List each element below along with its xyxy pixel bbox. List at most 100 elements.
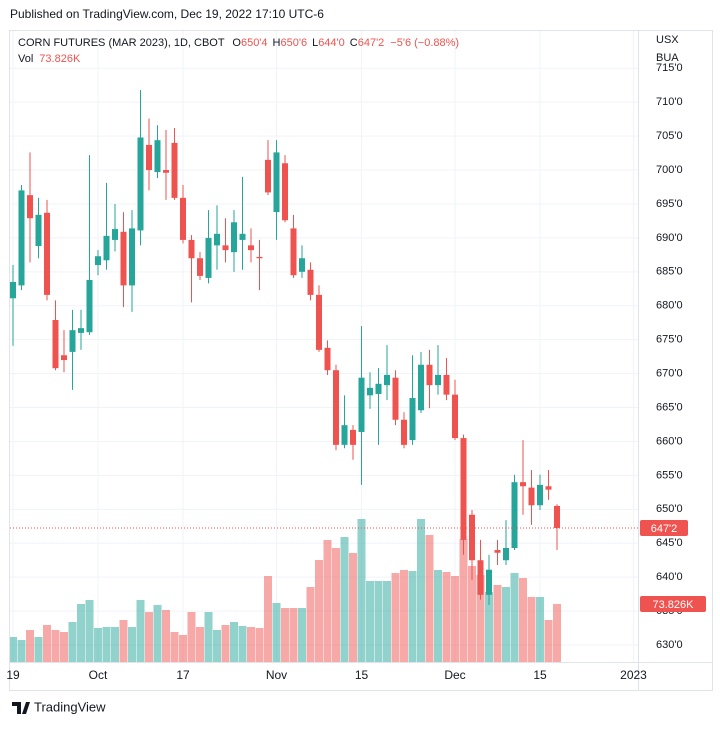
volume-bar <box>306 587 315 662</box>
volume-bar <box>442 572 451 662</box>
candle-body <box>469 514 475 561</box>
volume-bar <box>366 581 374 662</box>
candle-body <box>265 159 271 193</box>
volume-bar <box>85 600 94 662</box>
volume-bar <box>26 630 34 662</box>
candle-body <box>401 419 407 445</box>
candle-body <box>35 214 42 247</box>
volume-bar <box>323 540 332 662</box>
volume-badge <box>640 595 706 612</box>
x-tick-label: 15 <box>355 668 369 682</box>
candle-body <box>103 235 110 261</box>
volume-layer <box>10 519 561 662</box>
volume-bar <box>204 612 213 662</box>
y-tick-label: 640'0 <box>656 571 683 583</box>
volume-bar <box>340 537 349 662</box>
candle-body <box>86 279 93 333</box>
y-tick-label: 695'0 <box>656 198 683 210</box>
y-tick-label: 705'0 <box>656 130 683 142</box>
candle-body <box>282 163 288 221</box>
candle-body <box>44 212 50 295</box>
x-tick-label: Oct <box>89 668 108 682</box>
y-tick-label: 685'0 <box>656 266 683 278</box>
candle-body <box>350 429 356 445</box>
candle-body <box>214 233 220 246</box>
candle-body <box>358 377 365 432</box>
published-note: Published on TradingView.com, Dec 19, 20… <box>10 7 324 21</box>
candle-body <box>52 320 59 369</box>
volume-bar <box>145 612 153 662</box>
ohlc-name: H <box>273 37 281 49</box>
ohlc-value: 650'4 <box>241 37 268 49</box>
unit: BUA <box>656 52 679 64</box>
volume-bar <box>196 627 204 662</box>
candle-body <box>18 190 25 286</box>
candle-body <box>545 486 552 490</box>
volume-bar <box>408 571 417 662</box>
volume-bar <box>94 628 102 662</box>
candle-body <box>494 550 501 553</box>
volume-bar <box>425 535 434 662</box>
volume-bar <box>332 548 340 662</box>
candle-body <box>248 245 254 251</box>
candle-body <box>239 233 246 240</box>
volume-bar <box>391 573 400 662</box>
ohlc-name: O <box>232 37 241 49</box>
volume-bar <box>187 612 196 662</box>
ohlc-name: C <box>350 37 358 49</box>
volume-bar <box>374 581 383 662</box>
volume-bar <box>255 628 264 662</box>
candle-body <box>435 374 441 386</box>
candle-body <box>61 355 67 361</box>
candle-body <box>443 374 450 395</box>
candle-body <box>10 282 16 299</box>
candle-body <box>511 482 518 548</box>
y-tick-label: 675'0 <box>656 334 683 346</box>
currency: USX <box>656 34 679 46</box>
volume-bar <box>68 622 77 662</box>
x-tick-label: Dec <box>444 668 465 682</box>
volume-bar <box>519 578 527 662</box>
volume-bar <box>289 608 298 662</box>
volume-bar <box>128 627 136 662</box>
volume-bar <box>77 604 85 662</box>
volume-bar <box>544 620 553 662</box>
title: CORN FUTURES (MAR 2023), 1D, CBOT <box>18 37 225 49</box>
ohlc-name: L <box>312 37 318 49</box>
candle-body <box>299 258 305 272</box>
y-tick-label: 710'0 <box>656 96 683 108</box>
volume-bar <box>272 603 281 662</box>
volume-bar <box>153 605 162 662</box>
candle-body <box>146 144 152 171</box>
y-tick-label: 690'0 <box>656 232 683 244</box>
volume-bar <box>451 576 459 662</box>
candle-body <box>554 505 560 528</box>
y-tick-label: 715'0 <box>656 62 683 74</box>
candle-body <box>307 269 314 295</box>
ohlc-value: 644'0 <box>318 37 345 49</box>
volume-bar <box>213 630 221 662</box>
volume-bar <box>493 585 502 662</box>
volume-header: Vol 73.826K <box>18 53 81 65</box>
candle-body <box>316 294 322 350</box>
candle-layer <box>10 89 638 605</box>
candle-body <box>486 569 492 595</box>
footer-text: TradingView <box>34 699 106 714</box>
volume-bar <box>119 620 128 662</box>
candle-body <box>27 195 33 219</box>
candle-body <box>222 245 229 251</box>
candle-body <box>375 383 382 394</box>
chart-frame <box>9 30 713 691</box>
volume-bar <box>170 632 179 662</box>
volume-bar <box>43 625 51 662</box>
volume-bar <box>221 625 230 662</box>
volume-bar <box>400 570 408 662</box>
candle-body <box>154 140 161 173</box>
volume-bar <box>383 581 391 662</box>
candle-body <box>452 394 458 439</box>
candle-body <box>273 152 280 213</box>
logo-icon <box>12 702 30 714</box>
y-tick-label: 660'0 <box>656 435 683 447</box>
